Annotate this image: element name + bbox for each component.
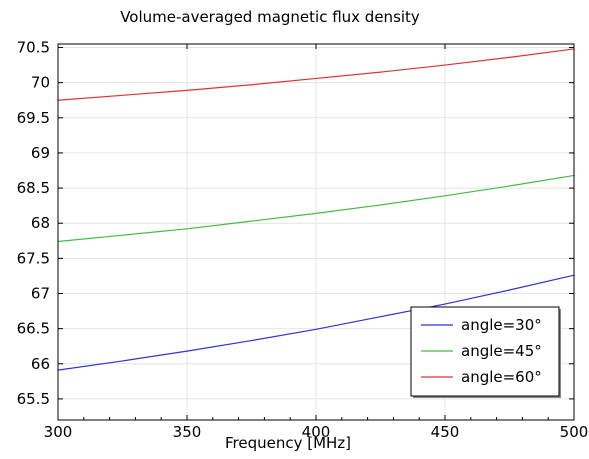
y-tick-label: 69 <box>31 144 50 162</box>
x-tick-label: 400 <box>302 423 331 441</box>
x-tick-label: 500 <box>560 423 589 441</box>
legend: angle=30° angle=45° angle=60° <box>410 306 561 398</box>
y-tick-label: 65.5 <box>17 390 50 408</box>
y-tick-label: 70.5 <box>17 39 50 57</box>
legend-entry: angle=30° <box>461 316 542 334</box>
y-tick-label: 68 <box>31 214 50 232</box>
legend-entry: angle=45° <box>461 342 542 360</box>
legend-entry: angle=60° <box>461 368 542 386</box>
y-tick-label: 67.5 <box>17 249 50 267</box>
x-tick-label: 350 <box>173 423 202 441</box>
x-tick-label: 450 <box>431 423 460 441</box>
series-lines <box>57 48 575 371</box>
x-tick-label: 300 <box>44 423 73 441</box>
series-line <box>57 174 575 243</box>
y-tick-label: 69.5 <box>17 109 50 127</box>
grid <box>57 44 575 420</box>
chart-title: Volume-averaged magnetic flux density <box>120 8 420 26</box>
y-tick-label: 68.5 <box>17 179 50 197</box>
y-tick-label: 70 <box>31 74 50 92</box>
axis-ticks: 300 350 400 450 500 65.5 66 66.5 67 67.5 68 68.5 69 6… <box>17 39 589 441</box>
y-tick-label: 66.5 <box>17 320 50 338</box>
series-line <box>57 48 575 101</box>
y-tick-label: 67 <box>31 284 50 302</box>
y-tick-label: 66 <box>31 355 50 373</box>
x-axis-label: Frequency [MHz] <box>225 434 351 452</box>
series-line <box>57 274 575 371</box>
